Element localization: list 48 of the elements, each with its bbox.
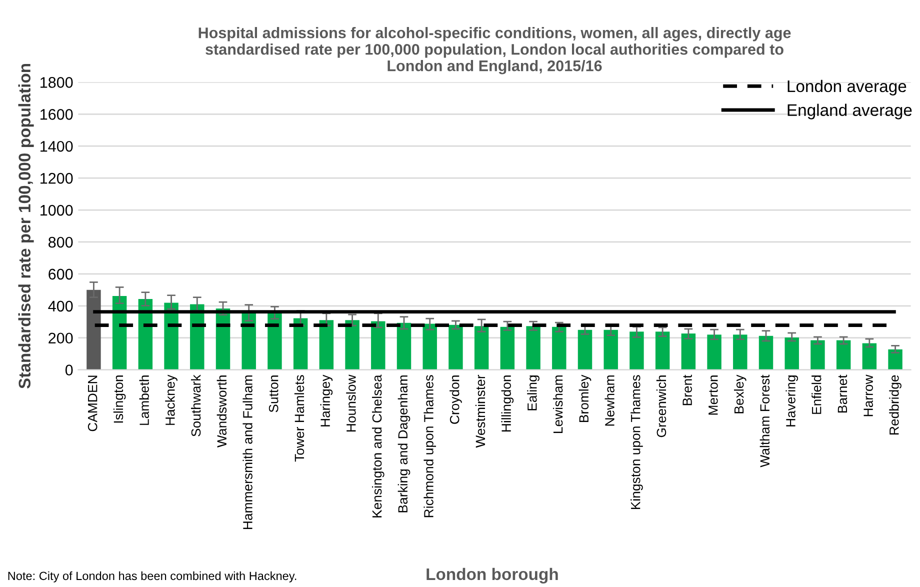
y-tick-label: 1600 (40, 109, 73, 120)
x-tick-label: Tower Hamlets (294, 375, 304, 462)
y-tick-label: 400 (48, 300, 73, 312)
x-tick-label: Lewisham (552, 376, 563, 433)
text: Note: City of London has been combined with Hackney. (8, 571, 296, 582)
x-tick-label: Bexley (734, 374, 746, 414)
y-tick-label: 600 (48, 268, 73, 280)
x-axis-title: London borough (426, 568, 558, 584)
x-tick-label: Kingston upon Thames (630, 375, 643, 510)
y-tick-label: 1200 (40, 172, 73, 184)
x-tick-label: Hackney (165, 374, 178, 425)
x-tick-label: Hammersmith and Fulham (242, 376, 252, 530)
y-tick-label: 1400 (40, 140, 73, 152)
x-tick-label: CAMDEN (88, 376, 98, 432)
y-axis-title: Standardised rate per 100,000 population (18, 64, 34, 389)
x-tick-label: Ealing (527, 376, 540, 410)
x-tick-label: Merton (708, 376, 718, 415)
x-tick-label: Barnet (838, 374, 848, 412)
x-tick-label: Hounslow (346, 374, 356, 432)
x-tick-label: Westminster (475, 374, 486, 448)
x-tick-label: Bromley (578, 374, 592, 422)
x-tick-label: Kensington and Chelsea (372, 374, 384, 518)
x-tick-label: Redbridge (889, 375, 902, 434)
chart-title: Hospital admissions for alcohol-specific conditions, women, all ages, directly age standardised rate per 100,000 population, London local authorities compared to London and England, 2015/16 (198, 27, 791, 74)
x-tick-label: Haringey (320, 374, 333, 426)
x-tick-label: Newham (604, 376, 614, 426)
x-tick-label: Barking and Dagenham (398, 376, 410, 512)
y-tick-label: 800 (48, 236, 73, 248)
x-tick-label: Hillingdon (501, 376, 514, 432)
x-tick-label: Wandsworth (216, 376, 227, 448)
x-tick-label: Islington (113, 376, 126, 423)
x-tick-label: Croydon (450, 376, 462, 424)
x-tick-label: Brent (682, 374, 692, 406)
legend-label: England average (788, 104, 912, 120)
x-tick-label: Lambeth (139, 376, 149, 425)
x-tick-label: Greenwich (656, 376, 666, 438)
x-tick-label: Richmond upon Thames (424, 375, 436, 518)
y-tick-label: 1000 (40, 204, 73, 216)
y-tick-label: 0 (65, 364, 73, 376)
x-tick-label: Havering (786, 376, 798, 426)
x-tick-label: Enfield (812, 376, 822, 414)
x-tick-label: Sutton (268, 376, 278, 412)
x-tick-label: Harrow (864, 374, 873, 416)
x-tick-label: Southwark (190, 374, 201, 436)
y-tick-label: 200 (48, 332, 73, 344)
legend-label: London average (788, 80, 906, 96)
y-tick-label: 1800 (40, 77, 73, 88)
x-tick-label: Waltham Forest (760, 374, 770, 468)
